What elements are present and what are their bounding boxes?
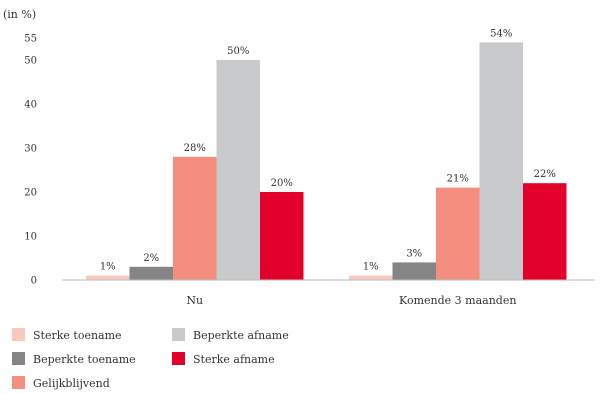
bar-4-1 [523, 183, 567, 280]
y-unit-label: (in %) [3, 8, 36, 21]
bar-3-1 [479, 42, 523, 281]
y-tick-label-2: 20 [24, 188, 37, 199]
bar-0-1 [349, 275, 393, 280]
data-label-0-0: 1% [100, 262, 116, 273]
legend-swatch-2 [12, 376, 25, 389]
data-label-1-0: 2% [143, 253, 159, 264]
legend-swatch-1 [12, 352, 25, 365]
bar-1-0 [129, 266, 173, 280]
y-tick-label-3: 30 [24, 144, 37, 155]
data-label-4-1: 22% [534, 169, 556, 180]
bars: 1% 2% 28% 50% 20% 1% 3% 21% 54% 22% [86, 28, 567, 281]
bar-2-1 [436, 187, 480, 280]
data-label-3-0: 50% [227, 46, 249, 57]
y-tick-label-0: 0 [31, 276, 37, 287]
data-label-1-1: 3% [406, 248, 422, 259]
y-tick-label-4: 40 [24, 100, 37, 111]
data-label-2-1: 21% [447, 174, 469, 185]
x-tick-label-0: Nu [186, 294, 203, 307]
x-tick-label-1: Komende 3 maanden [399, 294, 516, 307]
y-tick-label-1: 10 [24, 232, 37, 243]
legend-swatch-3 [172, 328, 185, 341]
legend-swatch-4 [172, 352, 185, 365]
legend-label-3: Beperkte afname [193, 329, 289, 342]
legend-label-2: Gelijkblijvend [33, 377, 110, 390]
legend: Sterke toename Beperkte afname Beperkte to… [12, 328, 289, 390]
legend-label-4: Sterke afname [193, 353, 275, 366]
bar-4-0 [260, 192, 304, 280]
bar-0-0 [86, 275, 130, 280]
legend-label-0: Sterke toename [33, 329, 122, 342]
y-tick-label-6: 55 [24, 34, 37, 45]
data-label-4-0: 20% [271, 178, 293, 189]
y-axis: 0 10 20 30 40 50 55 [24, 34, 37, 287]
bar-2-0 [173, 156, 217, 280]
data-label-2-0: 28% [184, 143, 206, 154]
bar-1-1 [392, 262, 436, 280]
bar-3-0 [216, 60, 260, 280]
legend-swatch-0 [12, 328, 25, 341]
y-tick-label-5: 50 [24, 56, 37, 67]
x-axis: Nu Komende 3 maanden [62, 279, 595, 307]
data-label-0-1: 1% [363, 262, 379, 273]
legend-label-1: Beperkte toename [33, 353, 136, 366]
data-label-3-1: 54% [490, 28, 512, 39]
